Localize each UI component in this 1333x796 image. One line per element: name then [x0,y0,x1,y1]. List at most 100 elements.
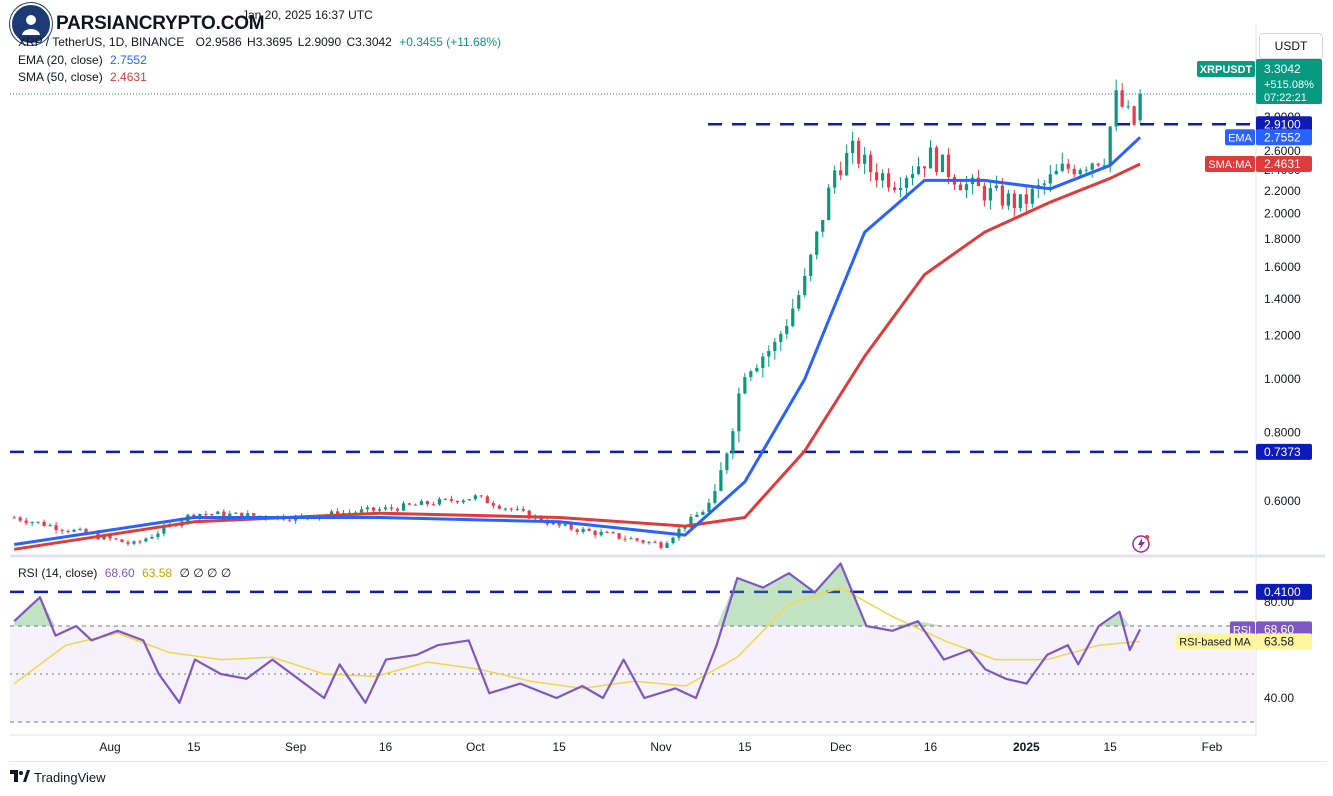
candle[interactable] [773,341,777,352]
candle[interactable] [827,187,831,221]
rsi-legend[interactable]: RSI (14, close) 68.60 63.58 ∅ ∅ ∅ ∅ [18,566,231,580]
candle[interactable] [42,521,46,527]
candle[interactable] [875,172,879,181]
candle[interactable] [1012,193,1016,209]
candle[interactable] [761,356,765,368]
candle[interactable] [1102,165,1106,167]
candle[interactable] [228,513,232,517]
candle[interactable] [581,528,585,532]
candle[interactable] [599,531,603,536]
candle[interactable] [653,541,657,543]
candle[interactable] [689,516,693,528]
candle[interactable] [910,174,915,179]
candle[interactable] [395,508,400,511]
candle[interactable] [839,170,843,176]
candle[interactable] [252,513,256,516]
candle[interactable] [479,495,483,497]
candle[interactable] [425,501,430,505]
candle[interactable] [497,505,501,509]
candle[interactable] [617,533,621,539]
ema-line[interactable] [13,136,1142,546]
candle[interactable] [785,326,789,334]
candle[interactable] [791,308,795,327]
candle[interactable] [72,529,76,532]
candle[interactable] [779,333,783,342]
candle[interactable] [138,541,142,543]
candle[interactable] [845,152,849,176]
candle[interactable] [329,511,334,516]
candle[interactable] [946,154,951,178]
candle[interactable] [557,522,561,526]
candle[interactable] [30,522,34,524]
candle[interactable] [60,530,64,532]
candle[interactable] [222,511,226,517]
candle[interactable] [240,512,244,519]
candle[interactable] [1138,93,1142,121]
candle[interactable] [725,453,729,471]
candle[interactable] [36,521,40,523]
candle[interactable] [1054,170,1058,175]
candle[interactable] [144,538,148,542]
candle[interactable] [683,527,687,529]
candle[interactable] [1030,188,1034,204]
candle[interactable] [198,513,202,517]
candle[interactable] [1084,169,1088,171]
candle[interactable] [491,503,495,506]
candle[interactable] [749,371,753,378]
candle[interactable] [401,503,406,511]
candle[interactable] [803,276,807,296]
candle[interactable] [1006,193,1010,206]
candle[interactable] [288,519,292,521]
candle[interactable] [204,513,208,515]
candle[interactable] [371,507,376,511]
candle[interactable] [904,178,909,188]
candle[interactable] [1108,126,1112,166]
candle[interactable] [815,231,819,255]
candle[interactable] [1126,106,1130,108]
candle[interactable] [1090,163,1094,170]
candle[interactable] [515,508,519,510]
candle[interactable] [455,500,459,503]
candle[interactable] [120,539,124,543]
symbol-line[interactable]: XRP / TetherUS, 1D, BINANCE [18,35,185,49]
candle[interactable] [737,393,741,432]
candle[interactable] [916,166,921,175]
candle[interactable] [419,501,424,505]
candle[interactable] [1060,163,1064,171]
candle[interactable] [857,140,861,164]
candle[interactable] [449,498,453,501]
candle[interactable] [767,351,771,357]
candle[interactable] [863,154,867,164]
candle[interactable] [132,541,136,544]
candle[interactable] [623,538,627,540]
currency-button[interactable]: USDT [1259,33,1323,59]
candle[interactable] [246,513,250,519]
candle[interactable] [707,502,711,512]
candle[interactable] [988,188,993,201]
ema-legend[interactable]: EMA (20, close) 2.7552 [18,53,147,67]
candle[interactable] [359,509,364,513]
candle[interactable] [443,498,447,500]
candle[interactable] [701,511,705,516]
candle[interactable] [78,529,82,531]
candle[interactable] [755,367,759,372]
candle[interactable] [1024,194,1028,204]
candle[interactable] [509,508,513,510]
candle[interactable] [407,503,412,505]
candle[interactable] [1048,174,1052,184]
candle[interactable] [12,517,16,519]
candle[interactable] [641,540,645,543]
candle[interactable] [958,184,963,191]
candle[interactable] [940,154,945,173]
candle[interactable] [898,187,903,190]
candle[interactable] [1066,163,1070,169]
candle[interactable] [473,495,477,500]
sma-legend[interactable]: SMA (50, close) 2.4631 [18,70,147,84]
candle[interactable] [731,431,735,454]
candle[interactable] [886,173,891,188]
candle[interactable] [629,538,633,540]
candle[interactable] [575,529,579,532]
candle[interactable] [1078,170,1082,175]
candle[interactable] [539,516,543,522]
candle[interactable] [665,543,669,548]
